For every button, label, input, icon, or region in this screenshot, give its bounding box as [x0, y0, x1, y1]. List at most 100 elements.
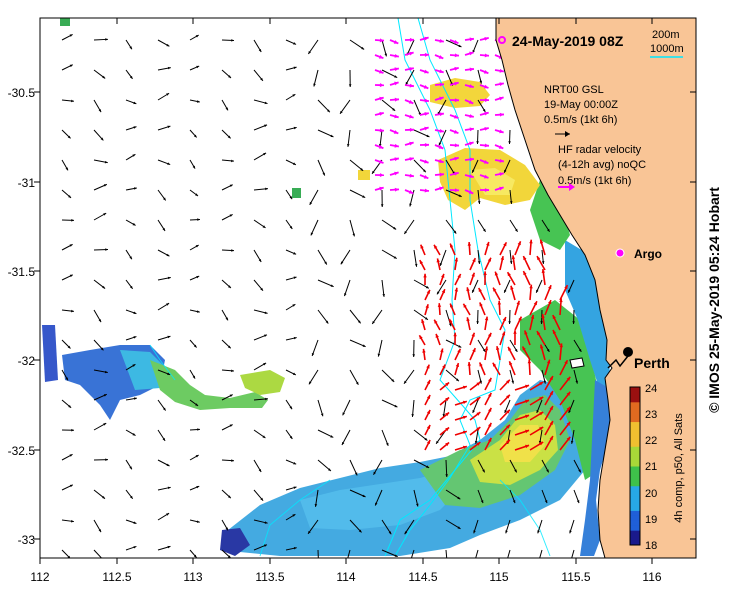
gsl-arrow — [573, 459, 582, 473]
sst-arrow — [529, 396, 544, 406]
sst-arrow — [559, 421, 571, 436]
lon-label: 114 — [336, 570, 355, 584]
radar-arrow — [494, 129, 504, 134]
lon-label: 115 — [489, 570, 508, 584]
gsl-arrow — [157, 92, 170, 101]
gsl-arrow — [189, 399, 199, 407]
sst-arrow — [484, 346, 489, 361]
sst-arrow — [499, 241, 508, 256]
radar-arrow — [419, 126, 429, 131]
sst-arrow — [449, 303, 456, 316]
lon-label: 116 — [642, 570, 661, 584]
gsl-arrow — [309, 189, 319, 206]
gsl-arrow — [541, 219, 550, 233]
gsl-arrow — [253, 362, 267, 371]
gsl-arrow — [61, 339, 71, 349]
gsl-arrow — [445, 549, 448, 558]
gsl-arrow — [507, 549, 511, 558]
gsl-arrow — [477, 249, 481, 264]
gsl-arrow — [314, 489, 319, 507]
gsl-arrow — [125, 279, 134, 290]
gsl-arrow — [285, 276, 297, 281]
gsl-arrow — [310, 219, 319, 236]
sst-arrow — [514, 414, 530, 421]
gsl-arrow — [125, 249, 133, 260]
sst-arrow — [454, 273, 462, 286]
radar-arrow — [449, 143, 460, 148]
sst-arrow — [422, 348, 426, 361]
gsl-arrow — [285, 249, 297, 255]
radar-arrow — [464, 127, 475, 132]
gsl-arrow — [343, 279, 351, 297]
gsl-arrow — [381, 99, 396, 112]
sst-arrow — [536, 330, 546, 346]
sst-arrow — [499, 379, 511, 391]
radar-arrow — [404, 67, 414, 71]
sst-arrow — [453, 332, 457, 346]
gsl-arrow — [410, 549, 415, 558]
gsl-arrow — [221, 369, 234, 373]
gsl-arrow — [373, 459, 383, 475]
sst-arrow — [522, 255, 531, 271]
gsl-arrow — [413, 129, 430, 138]
gsl-arrow — [341, 429, 351, 446]
gsl-arrow — [371, 309, 383, 325]
gsl-arrow — [339, 99, 351, 115]
gsl-arrow — [438, 129, 447, 146]
sst-arrow — [439, 441, 450, 451]
gsl-arrow — [61, 274, 74, 281]
radar-arrow — [374, 111, 384, 116]
gsl-arrow — [477, 369, 482, 384]
gsl-arrow — [445, 459, 448, 478]
sst-arrow — [448, 318, 456, 331]
perth-label: Perth — [634, 355, 670, 371]
gsl-arrow — [381, 399, 398, 408]
gsl-arrow — [348, 69, 352, 88]
gsl-arrow — [477, 219, 486, 233]
gsl-arrow — [445, 519, 461, 530]
gsl-arrow — [413, 159, 427, 173]
radar-arrow — [449, 98, 460, 103]
sst-arrow — [454, 415, 468, 421]
sst-arrow — [478, 362, 486, 376]
sst-arrow — [507, 346, 516, 361]
sst-arrow — [469, 396, 481, 406]
sst-arrow — [433, 319, 441, 331]
gsl-arrow — [285, 159, 297, 166]
radar-arrow — [404, 173, 415, 178]
sst-arrow — [544, 284, 552, 301]
gsl-arrow — [380, 189, 384, 208]
gsl-arrow — [189, 34, 199, 41]
radar-arrow — [389, 129, 399, 135]
sst-arrow — [544, 420, 554, 436]
gsl-arrow — [285, 459, 297, 465]
gsl-arrow — [381, 429, 389, 447]
gsl-arrow — [125, 99, 137, 105]
sst-arrow — [539, 239, 546, 256]
gsl-arrow — [381, 279, 386, 297]
sst-arrow — [559, 406, 571, 421]
gsl-arrow — [157, 39, 170, 47]
radar-arrow — [389, 157, 400, 162]
gsl-arrow — [569, 519, 575, 534]
gsl-arrow — [189, 244, 199, 251]
radar-arrow — [404, 127, 415, 132]
gsl-arrow — [125, 126, 137, 131]
gsl-arrow — [472, 399, 479, 414]
latitude-axis: -30.5 -31 -31.5 -32 -32.5 -33 — [8, 86, 36, 547]
sst-arrow — [435, 333, 441, 346]
gsl-arrow — [476, 309, 479, 325]
radar-legend-line2: (4-12h avg) noQC — [558, 159, 646, 171]
gsl-arrow — [477, 189, 481, 204]
gsl-arrow — [157, 369, 171, 376]
radar-arrow — [404, 83, 415, 88]
sst-arrow — [544, 299, 552, 316]
gsl-arrow — [572, 309, 575, 325]
gsl-legend-scale: 0.5m/s (1kt 6h) — [544, 114, 617, 126]
gsl-arrow — [285, 369, 297, 376]
sst-arrow — [484, 332, 492, 346]
radar-arrow — [479, 126, 489, 131]
gsl-arrow — [61, 129, 71, 139]
radar-arrow — [464, 174, 474, 179]
gsl-arrow — [285, 219, 293, 230]
